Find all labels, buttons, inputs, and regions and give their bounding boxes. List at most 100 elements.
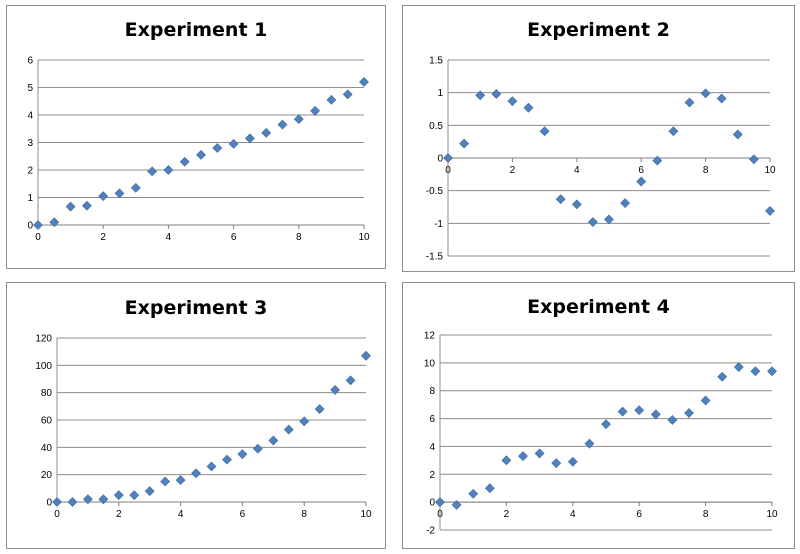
data-point [684, 97, 695, 108]
y-tick-label: 1 [27, 193, 33, 204]
data-point [765, 205, 775, 216]
data-point [700, 88, 711, 99]
y-tick-label: 20 [41, 470, 53, 481]
data-point [310, 105, 321, 116]
data-point [359, 77, 369, 87]
data-point [212, 143, 223, 153]
chart-panel-experiment-3: Experiment 3 0 20 40 60 80 100 120 0 2 4 6 8 10 [6, 282, 386, 549]
data-point [261, 127, 272, 138]
y-tick-label: 1 [437, 88, 443, 99]
data-point [98, 494, 109, 505]
data-point [283, 424, 294, 435]
data-point [160, 476, 171, 487]
data-point [733, 362, 744, 372]
data-point [228, 138, 239, 149]
data-point [652, 155, 663, 166]
data-point [507, 96, 518, 107]
data-point [191, 468, 201, 479]
data-point [345, 375, 356, 386]
x-tick-label: 6 [231, 232, 237, 243]
data-point [551, 458, 562, 469]
data-point [179, 156, 190, 167]
x-tick-label: 4 [178, 509, 184, 520]
data-point [587, 217, 598, 227]
data-point [468, 488, 479, 499]
chart-title: Experiment 3 [124, 297, 268, 319]
y-tick-label: 4 [429, 442, 435, 453]
x-tick-label: 8 [301, 509, 307, 520]
data-point [65, 201, 76, 212]
chart-title: Experiment 4 [527, 296, 670, 318]
data-point [750, 366, 761, 377]
y-tick-label: -1 [434, 219, 443, 230]
chart-panel-experiment-2: Experiment 2 1.5 1 0.5 0 -0.5 -1 -1.5 0 2 4 6 8 10 [402, 5, 795, 272]
data-point [732, 129, 743, 140]
x-tick-label: 4 [574, 165, 580, 176]
data-point [299, 416, 310, 427]
scatter-plot: 0 20 40 60 80 100 120 0 2 4 6 8 10 [35, 334, 372, 521]
x-tick-label: 6 [636, 509, 642, 520]
y-tick-label: -0.5 [426, 186, 444, 197]
data-point [113, 490, 124, 501]
data-point [129, 490, 140, 501]
data-point [268, 435, 279, 446]
y-tick-label: 2 [429, 470, 435, 481]
data-point [534, 448, 545, 459]
x-tick-label: 8 [296, 232, 302, 243]
data-point [67, 497, 78, 507]
data-point [81, 200, 92, 211]
data-point [475, 90, 486, 101]
data-point [484, 483, 495, 494]
data-point [130, 182, 141, 193]
data-point [206, 461, 217, 472]
data-point [244, 133, 255, 144]
data-point [459, 138, 470, 149]
x-tick-label: 4 [570, 509, 576, 520]
data-point [82, 494, 93, 505]
data-point [601, 419, 611, 430]
data-point [222, 454, 232, 465]
data-point [567, 456, 578, 467]
data-point [443, 153, 453, 163]
x-tick-label: 2 [510, 165, 516, 176]
data-point [584, 438, 595, 449]
data-point [604, 214, 614, 225]
data-point [252, 443, 263, 454]
x-tick-label: 4 [166, 232, 172, 243]
data-point [767, 366, 777, 377]
data-point [237, 449, 248, 460]
data-point [684, 408, 694, 418]
data-point [33, 220, 43, 230]
data-point [342, 89, 353, 100]
data-point [523, 102, 534, 113]
data-point [49, 217, 60, 228]
data-point [277, 119, 288, 130]
data-point [555, 194, 566, 205]
y-tick-label: 1.5 [429, 56, 443, 67]
chart-title: Experiment 2 [527, 19, 670, 41]
chart-title: Experiment 1 [124, 19, 268, 41]
data-point [636, 176, 647, 187]
data-point [52, 497, 62, 507]
data-point [314, 404, 325, 414]
y-tick-label: 0.5 [429, 121, 443, 132]
data-point [571, 199, 582, 210]
x-tick-label: 2 [504, 509, 510, 520]
y-tick-label: 5 [27, 83, 33, 94]
y-tick-label: 100 [35, 361, 52, 372]
x-tick-label: 6 [240, 509, 246, 520]
data-point [501, 455, 512, 466]
data-point [748, 154, 759, 165]
x-tick-label: 0 [437, 509, 443, 520]
y-tick-label: 60 [41, 416, 53, 427]
y-tick-label: 0 [27, 221, 33, 232]
y-tick-label: 6 [429, 414, 435, 425]
x-tick-label: 0 [35, 232, 41, 243]
data-point [716, 93, 727, 104]
data-point [144, 486, 155, 496]
data-point [147, 166, 158, 177]
x-tick-label: 10 [766, 509, 778, 520]
y-tick-label: 4 [27, 111, 33, 122]
y-tick-label: 0 [429, 498, 435, 509]
